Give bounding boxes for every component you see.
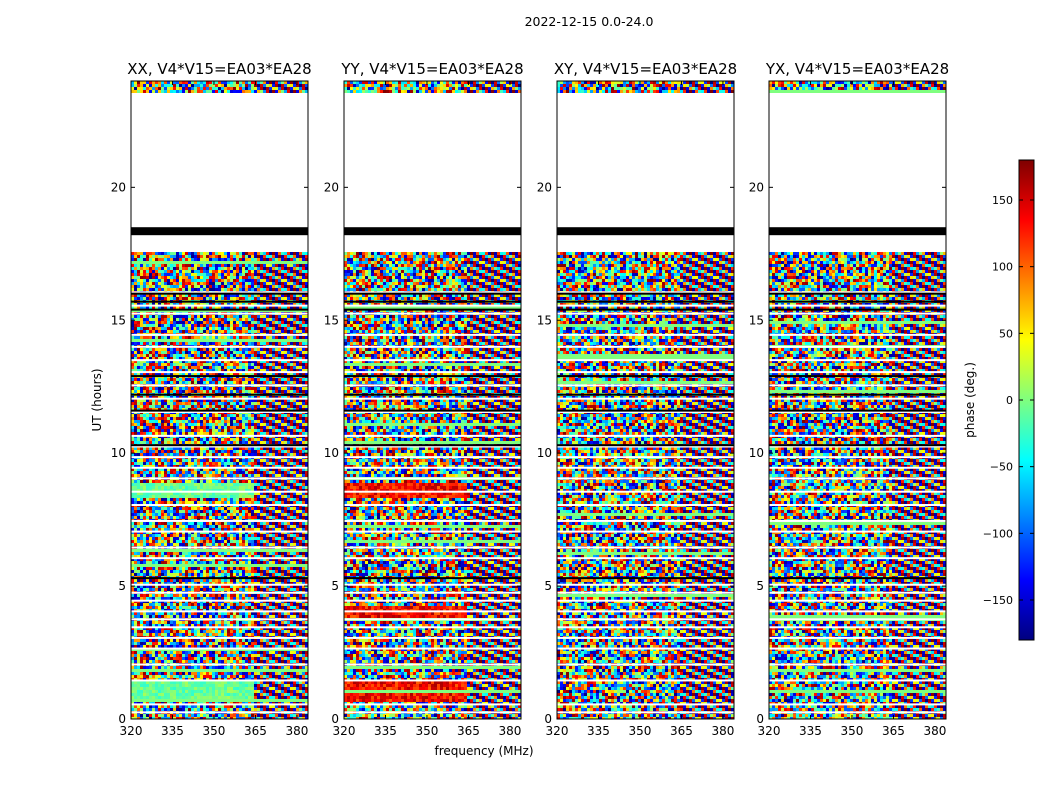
x-tick-label: 350 <box>629 724 652 738</box>
x-tick-label: 335 <box>587 724 610 738</box>
y-tick-label: 0 <box>118 712 126 726</box>
x-tick-label: 365 <box>670 724 693 738</box>
x-tick-label: 350 <box>203 724 226 738</box>
heatmap-image <box>557 81 734 719</box>
x-tick-label: 335 <box>161 724 184 738</box>
panel-3: YX, V4*V15=EA03*EA28 320 335 350 365 380 0 5 10 1… <box>749 60 949 738</box>
panels: XX, V4*V15=EA03*EA28 320 335 350 365 380 0 5 10 1… <box>111 60 949 738</box>
colorbar-tick-label: −150 <box>983 594 1013 607</box>
x-tick-label: 350 <box>841 724 864 738</box>
y-tick-label: 15 <box>749 313 764 327</box>
colorbar-tick-label: −100 <box>983 527 1013 540</box>
colorbar-tick-label: 100 <box>992 261 1013 274</box>
y-tick-label: 10 <box>324 446 339 460</box>
panel-title: YX, V4*V15=EA03*EA28 <box>765 60 949 78</box>
figure-title: 2022-12-15 0.0-24.0 <box>525 14 654 29</box>
x-tick-label: 380 <box>711 724 734 738</box>
y-tick-label: 15 <box>324 313 339 327</box>
x-tick-label: 380 <box>285 724 308 738</box>
x-tick-label: 320 <box>758 724 781 738</box>
x-axis-label: frequency (MHz) <box>434 744 533 758</box>
panel-title: XY, V4*V15=EA03*EA28 <box>554 60 737 78</box>
y-tick-label: 10 <box>111 446 126 460</box>
x-tick-label: 320 <box>120 724 143 738</box>
x-tick-label: 335 <box>374 724 397 738</box>
y-tick-label: 20 <box>324 180 339 194</box>
y-tick-label: 5 <box>118 579 126 593</box>
y-tick-label: 10 <box>749 446 764 460</box>
flagged-band <box>769 227 946 236</box>
x-tick-label: 365 <box>882 724 905 738</box>
y-tick-label: 20 <box>111 180 126 194</box>
heatmap-image <box>344 81 521 719</box>
x-tick-label: 320 <box>546 724 569 738</box>
colorbar-tick-label: 50 <box>999 327 1013 340</box>
panel-title: YY, V4*V15=EA03*EA28 <box>340 60 523 78</box>
y-tick-label: 10 <box>537 446 552 460</box>
y-tick-label: 15 <box>111 313 126 327</box>
x-tick-label: 365 <box>457 724 480 738</box>
flagged-band <box>131 227 308 236</box>
colorbar-label: phase (deg.) <box>963 362 977 438</box>
y-tick-label: 20 <box>749 180 764 194</box>
x-tick-label: 350 <box>416 724 439 738</box>
flagged-band <box>557 227 734 236</box>
y-tick-label: 0 <box>544 712 552 726</box>
x-tick-label: 320 <box>333 724 356 738</box>
flagged-band <box>344 227 521 236</box>
axes-frame <box>343 80 522 720</box>
axes-frame <box>556 80 735 720</box>
y-tick-label: 5 <box>331 579 339 593</box>
x-tick-label: 380 <box>923 724 946 738</box>
axes-frame <box>130 80 309 720</box>
x-tick-label: 365 <box>244 724 267 738</box>
x-tick-label: 380 <box>498 724 521 738</box>
heatmap-image <box>131 81 308 719</box>
panel-0: XX, V4*V15=EA03*EA28 320 335 350 365 380 0 5 10 1… <box>111 60 312 738</box>
y-tick-label: 0 <box>756 712 764 726</box>
axes-frame <box>768 80 947 720</box>
y-tick-label: 5 <box>544 579 552 593</box>
panel-1: YY, V4*V15=EA03*EA28 320 335 350 365 380 0 5 10 1… <box>324 60 524 738</box>
panel-title: XX, V4*V15=EA03*EA28 <box>127 60 311 78</box>
y-tick-label: 15 <box>537 313 552 327</box>
x-tick-label: 335 <box>799 724 822 738</box>
y-tick-label: 0 <box>331 712 339 726</box>
panel-2: XY, V4*V15=EA03*EA28 320 335 350 365 380 0 5 10 1… <box>537 60 737 738</box>
colorbar: 150 100 50 0 −50 −100 −150 <box>983 159 1035 641</box>
colorbar-tick-label: −50 <box>990 461 1013 474</box>
y-tick-label: 5 <box>756 579 764 593</box>
y-axis-label: UT (hours) <box>90 368 104 431</box>
y-tick-label: 20 <box>537 180 552 194</box>
heatmap-image <box>769 81 946 719</box>
colorbar-tick-label: 0 <box>1006 394 1013 407</box>
colorbar-tick-label: 150 <box>992 194 1013 207</box>
